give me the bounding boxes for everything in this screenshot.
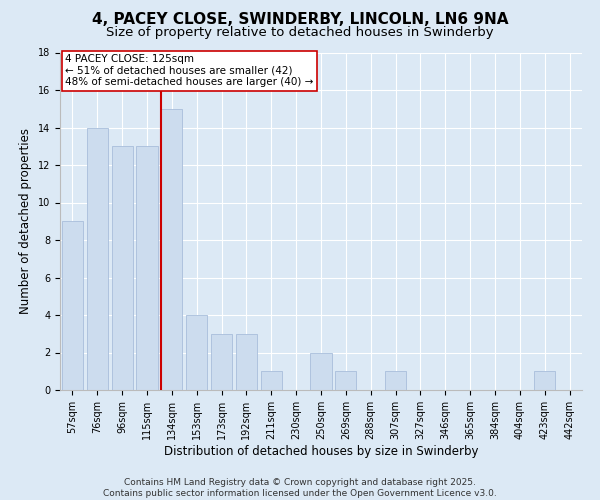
- Text: Size of property relative to detached houses in Swinderby: Size of property relative to detached ho…: [106, 26, 494, 39]
- Bar: [236, 334, 257, 390]
- Bar: [310, 352, 332, 390]
- Bar: [261, 371, 282, 390]
- X-axis label: Distribution of detached houses by size in Swinderby: Distribution of detached houses by size …: [164, 444, 478, 458]
- Bar: [87, 128, 108, 390]
- Y-axis label: Number of detached properties: Number of detached properties: [19, 128, 32, 314]
- Bar: [186, 315, 207, 390]
- Bar: [161, 109, 182, 390]
- Text: 4, PACEY CLOSE, SWINDERBY, LINCOLN, LN6 9NA: 4, PACEY CLOSE, SWINDERBY, LINCOLN, LN6 …: [92, 12, 508, 28]
- Bar: [211, 334, 232, 390]
- Bar: [335, 371, 356, 390]
- Text: 4 PACEY CLOSE: 125sqm
← 51% of detached houses are smaller (42)
48% of semi-deta: 4 PACEY CLOSE: 125sqm ← 51% of detached …: [65, 54, 314, 88]
- Bar: [534, 371, 555, 390]
- Bar: [112, 146, 133, 390]
- Text: Contains HM Land Registry data © Crown copyright and database right 2025.
Contai: Contains HM Land Registry data © Crown c…: [103, 478, 497, 498]
- Bar: [136, 146, 158, 390]
- Bar: [385, 371, 406, 390]
- Bar: [62, 221, 83, 390]
